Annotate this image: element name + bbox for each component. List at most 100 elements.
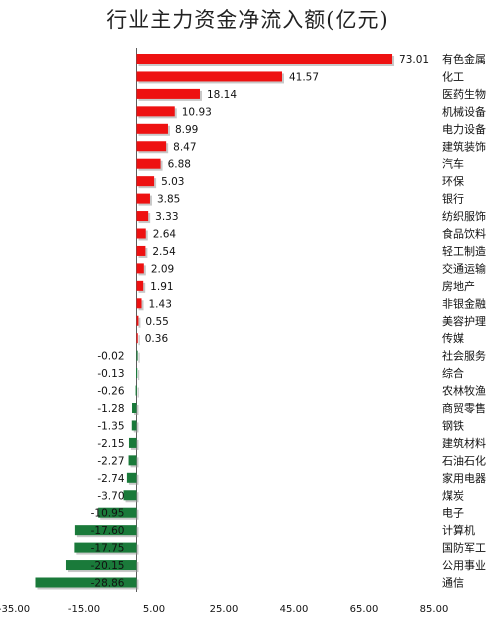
- bar: [136, 245, 146, 256]
- category-label: 计算机: [442, 523, 475, 537]
- bar-shadow: [138, 335, 140, 346]
- value-label: -20.15: [91, 560, 125, 572]
- category-label: 石油石化: [442, 453, 486, 467]
- category-label: 有色金属: [442, 52, 486, 66]
- value-label: -28.86: [91, 578, 125, 590]
- category-label: 公用事业: [442, 559, 486, 572]
- value-label: 10.93: [182, 106, 212, 118]
- category-label: 社会服务: [442, 349, 486, 363]
- bar: [136, 263, 144, 274]
- value-label: 18.14: [207, 89, 237, 101]
- bar: [136, 315, 139, 326]
- value-label: 8.47: [173, 141, 196, 153]
- bar: [136, 123, 168, 134]
- chart-title: 行业主力资金净流入额(亿元): [106, 8, 389, 32]
- value-label: 1.43: [149, 298, 172, 310]
- category-label: 综合: [442, 366, 464, 380]
- category-label: 煤炭: [442, 489, 464, 502]
- category-label: 美容护理: [442, 314, 486, 328]
- category-label: 通信: [442, 577, 464, 590]
- category-label: 建筑材料: [442, 436, 486, 450]
- bar: [136, 106, 175, 117]
- bar: [136, 54, 393, 64]
- category-label: 电子: [442, 507, 464, 520]
- x-tick-label: 45.00: [280, 604, 309, 615]
- bar-shadow: [138, 352, 140, 363]
- category-label: 电力设备: [442, 122, 486, 136]
- bar: [98, 507, 137, 518]
- category-label: 建筑装饰: [442, 139, 486, 153]
- value-label: 1.91: [150, 281, 173, 293]
- value-label: -2.27: [97, 455, 124, 467]
- category-label: 化工: [442, 69, 464, 83]
- category-label: 医药生物: [442, 87, 486, 101]
- bar: [126, 472, 137, 483]
- x-tick-label: -15.00: [68, 604, 100, 615]
- value-label: 8.99: [175, 124, 198, 136]
- bar: [128, 437, 137, 448]
- bar: [136, 71, 282, 82]
- bar: [74, 542, 137, 553]
- value-label: 2.64: [153, 229, 177, 241]
- category-label: 环保: [442, 174, 464, 188]
- x-tick-label: 25.00: [210, 604, 239, 615]
- bar: [136, 193, 150, 204]
- bar: [136, 158, 161, 169]
- bar: [136, 211, 149, 222]
- bar: [136, 280, 144, 291]
- value-label: -1.28: [97, 403, 124, 415]
- category-label: 钢铁: [442, 419, 464, 432]
- value-label: -2.74: [97, 473, 124, 485]
- bar-shadow: [137, 387, 139, 398]
- bar: [123, 490, 137, 501]
- value-label: 3.85: [157, 194, 180, 206]
- bar-shadow: [138, 317, 141, 328]
- value-label: 41.57: [289, 71, 319, 83]
- bar: [136, 368, 138, 379]
- category-label: 国防军工: [442, 541, 486, 555]
- category-label: 房地产: [442, 279, 475, 293]
- bar: [35, 577, 137, 588]
- value-label: -0.02: [97, 351, 124, 363]
- category-label: 轻工制造: [442, 244, 486, 258]
- category-label: 食品饮料: [442, 227, 486, 241]
- category-label: 传媒: [442, 332, 464, 345]
- bar: [136, 228, 146, 239]
- value-label: -17.60: [91, 525, 125, 537]
- bar: [128, 455, 137, 466]
- x-tick-label: -35.00: [0, 604, 30, 615]
- category-label: 农林牧渔: [442, 384, 486, 398]
- bar: [136, 333, 138, 344]
- x-tick-label: 85.00: [420, 604, 449, 615]
- bar: [136, 350, 138, 361]
- value-label: 0.55: [145, 316, 168, 328]
- x-tick-label: 5.00: [143, 604, 165, 615]
- value-label: 6.88: [168, 159, 191, 171]
- bar: [136, 298, 142, 309]
- value-label: 3.33: [155, 211, 178, 223]
- value-label: 2.09: [151, 263, 174, 275]
- category-label: 非银金融: [442, 296, 486, 310]
- value-label: 5.03: [161, 176, 184, 188]
- x-tick-label: 65.00: [350, 604, 379, 615]
- category-label: 银行: [442, 192, 464, 206]
- value-label: -0.13: [97, 368, 124, 380]
- value-label: -17.75: [91, 543, 125, 555]
- category-label: 纺织服饰: [442, 209, 486, 223]
- category-label: 交通运输: [442, 261, 486, 275]
- value-label: 73.01: [399, 54, 429, 66]
- bar: [74, 525, 137, 536]
- value-label: -10.95: [91, 508, 125, 520]
- bar: [135, 385, 137, 396]
- bar: [131, 420, 137, 431]
- category-label: 家用电器: [442, 471, 486, 485]
- category-label: 汽车: [442, 157, 464, 171]
- bar: [136, 141, 167, 152]
- bar: [136, 176, 155, 187]
- bar: [132, 403, 137, 413]
- value-label: -3.70: [97, 490, 124, 502]
- bar: [136, 88, 200, 99]
- value-label: -1.35: [97, 420, 124, 432]
- value-label: -0.26: [97, 386, 124, 398]
